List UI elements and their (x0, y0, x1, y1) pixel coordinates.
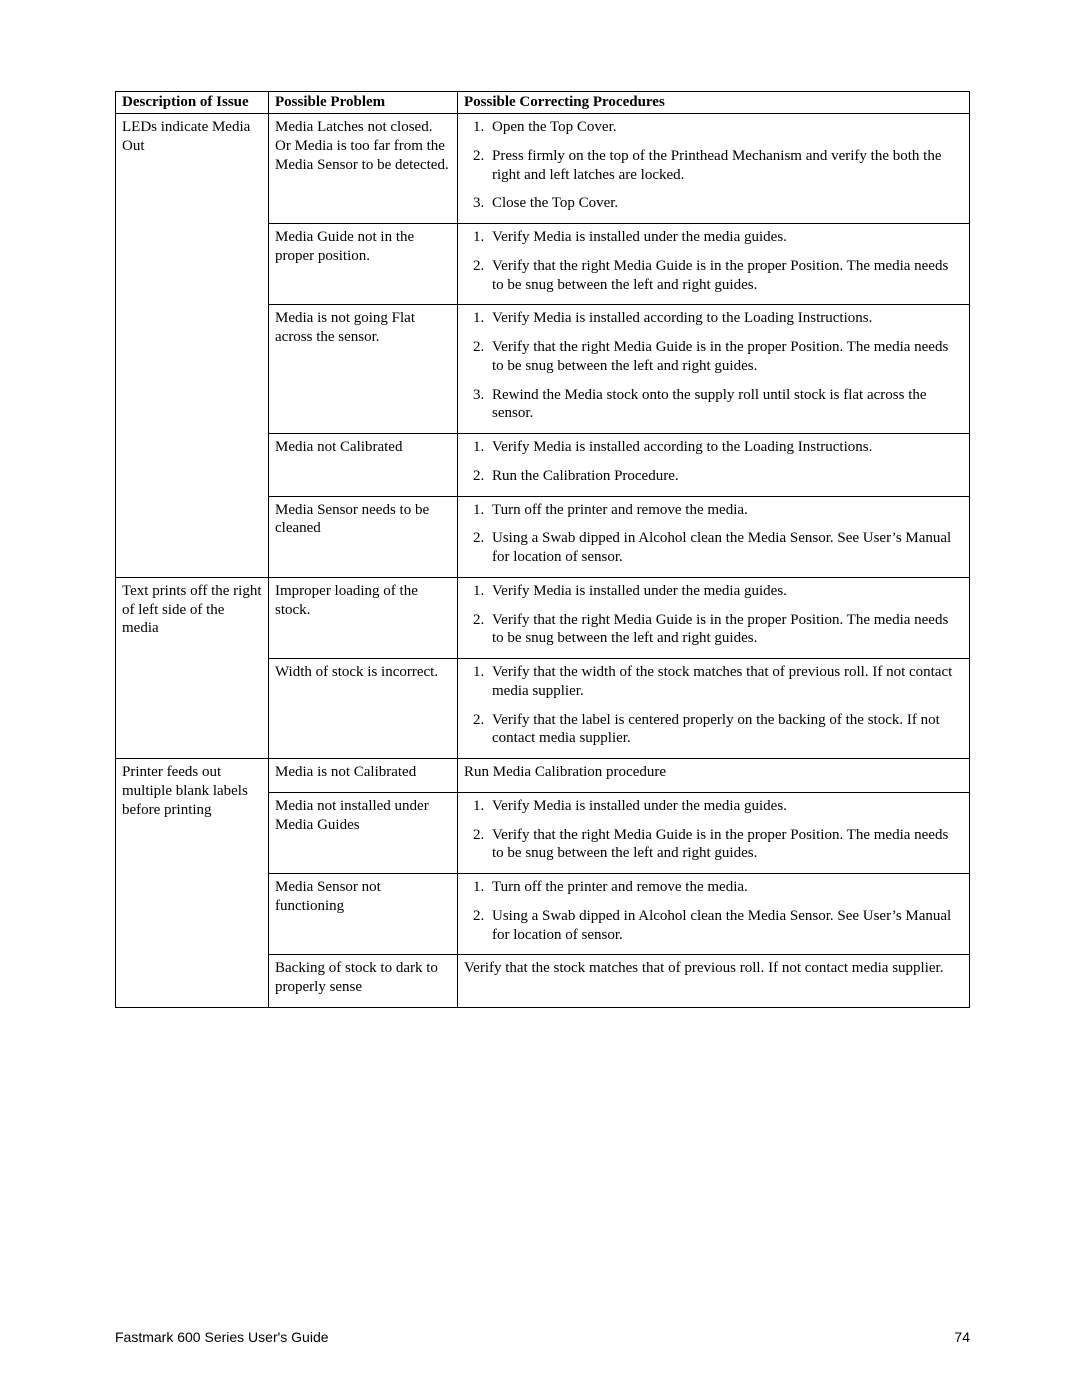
procedure-step: Rewind the Media stock onto the supply r… (488, 386, 963, 424)
footer-title: Fastmark 600 Series User's Guide (115, 1329, 329, 1345)
procedure-step: Using a Swab dipped in Alcohol clean the… (488, 907, 963, 945)
possible-problem: Media is not going Flat across the senso… (269, 305, 458, 434)
procedure-step: Turn off the printer and remove the medi… (488, 501, 963, 520)
header-problem: Possible Problem (269, 92, 458, 114)
procedure-step: Press firmly on the top of the Printhead… (488, 147, 963, 185)
procedure-list: Verify Media is installed under the medi… (464, 797, 963, 863)
procedure-list: Open the Top Cover. Press firmly on the t… (464, 118, 963, 213)
possible-problem: Media Sensor needs to be cleaned (269, 496, 458, 577)
possible-problem: Media Sensor not functioning (269, 874, 458, 955)
issue-description: Printer feeds out multiple blank labels … (116, 759, 269, 1008)
possible-problem: Media not installed under Media Guides (269, 792, 458, 873)
procedure-step: Open the Top Cover. (488, 118, 963, 137)
correcting-procedures: Open the Top Cover. Press firmly on the t… (458, 114, 970, 224)
procedure-step: Verify that the right Media Guide is in … (488, 257, 963, 295)
issue-description: Text prints off the right of left side o… (116, 577, 269, 758)
procedure-step: Close the Top Cover. (488, 194, 963, 213)
procedure-step: Run the Calibration Procedure. (488, 467, 963, 486)
procedure-step: Verify Media is installed according to t… (488, 309, 963, 328)
correcting-procedures: Turn off the printer and remove the medi… (458, 874, 970, 955)
possible-problem: Improper loading of the stock. (269, 577, 458, 658)
procedure-step: Verify that the right Media Guide is in … (488, 611, 963, 649)
procedure-list: Verify Media is installed according to t… (464, 309, 963, 423)
procedure-step: Verify that the right Media Guide is in … (488, 338, 963, 376)
possible-problem: Backing of stock to dark to properly sen… (269, 955, 458, 1008)
troubleshooting-table: Description of Issue Possible Problem Po… (115, 91, 970, 1008)
procedure-list: Verify Media is installed under the medi… (464, 228, 963, 294)
correcting-procedures: Verify Media is installed under the medi… (458, 792, 970, 873)
correcting-procedures: Verify that the stock matches that of pr… (458, 955, 970, 1008)
possible-problem: Media is not Calibrated (269, 759, 458, 793)
table-row: Printer feeds out multiple blank labels … (116, 759, 970, 793)
correcting-procedures: Turn off the printer and remove the medi… (458, 496, 970, 577)
correcting-procedures: Verify Media is installed under the medi… (458, 224, 970, 305)
header-description: Description of Issue (116, 92, 269, 114)
page-footer: Fastmark 600 Series User's Guide 74 (115, 1329, 970, 1345)
procedure-list: Turn off the printer and remove the medi… (464, 501, 963, 567)
procedure-step: Verify that the width of the stock match… (488, 663, 963, 701)
procedure-step: Using a Swab dipped in Alcohol clean the… (488, 529, 963, 567)
procedure-step: Verify that the label is centered proper… (488, 711, 963, 749)
possible-problem: Media Guide not in the proper position. (269, 224, 458, 305)
procedure-step: Turn off the printer and remove the medi… (488, 878, 963, 897)
correcting-procedures: Run Media Calibration procedure (458, 759, 970, 793)
footer-page-number: 74 (954, 1329, 970, 1345)
correcting-procedures: Verify Media is installed according to t… (458, 434, 970, 497)
procedure-list: Turn off the printer and remove the medi… (464, 878, 963, 944)
correcting-procedures: Verify that the width of the stock match… (458, 659, 970, 759)
procedure-step: Verify Media is installed under the medi… (488, 797, 963, 816)
possible-problem: Media Latches not closed. Or Media is to… (269, 114, 458, 224)
procedure-step: Verify Media is installed under the medi… (488, 228, 963, 247)
possible-problem: Width of stock is incorrect. (269, 659, 458, 759)
correcting-procedures: Verify Media is installed according to t… (458, 305, 970, 434)
correcting-procedures: Verify Media is installed under the medi… (458, 577, 970, 658)
procedure-step: Verify Media is installed according to t… (488, 438, 963, 457)
procedure-step: Verify Media is installed under the medi… (488, 582, 963, 601)
possible-problem: Media not Calibrated (269, 434, 458, 497)
procedure-step: Verify that the right Media Guide is in … (488, 826, 963, 864)
header-procedures: Possible Correcting Procedures (458, 92, 970, 114)
table-row: LEDs indicate Media OutMedia Latches not… (116, 114, 970, 224)
procedure-list: Verify Media is installed according to t… (464, 438, 963, 486)
table-row: Text prints off the right of left side o… (116, 577, 970, 658)
procedure-list: Verify Media is installed under the medi… (464, 582, 963, 648)
issue-description: LEDs indicate Media Out (116, 114, 269, 578)
procedure-list: Verify that the width of the stock match… (464, 663, 963, 748)
